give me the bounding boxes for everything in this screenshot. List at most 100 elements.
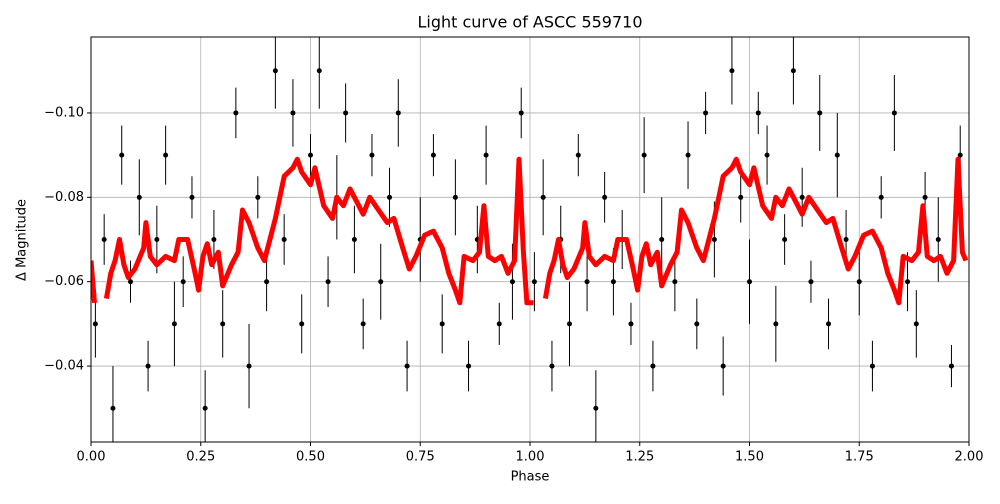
- x-axis-label: Phase: [511, 470, 550, 485]
- binned-curve: [91, 156, 969, 306]
- data-point: [145, 363, 151, 369]
- data-point: [549, 363, 555, 369]
- y-tick-label: −0.06: [44, 274, 84, 289]
- data-point: [659, 237, 665, 242]
- data-point: [483, 152, 489, 158]
- x-tick-label: 1.75: [845, 450, 874, 465]
- y-tick-label: −0.04: [44, 359, 84, 374]
- y-tick-label: −0.08: [44, 190, 84, 205]
- data-point: [496, 321, 502, 327]
- chart-title: Light curve of ASCC 559710: [417, 13, 642, 32]
- plot-area: [91, 37, 969, 442]
- x-tick-label: 1.50: [735, 450, 764, 465]
- y-tick-label: −0.10: [44, 105, 84, 120]
- data-point: [610, 279, 616, 285]
- data-point: [826, 321, 832, 327]
- data-point: [92, 321, 98, 327]
- data-point: [452, 194, 458, 200]
- ticks: 0.00 0.25 0.50 0.75 1.00 1.25 1.50 1.75 2.00 −0.1…: [44, 105, 983, 464]
- data-point: [834, 152, 840, 158]
- data-point: [747, 279, 752, 285]
- data-point: [650, 363, 656, 369]
- data-point: [540, 194, 546, 200]
- y-axis-label: Δ Magnitude: [15, 199, 30, 281]
- data-point: [602, 194, 608, 200]
- data-point: [518, 110, 524, 116]
- data-point: [325, 279, 331, 285]
- data-point: [672, 279, 678, 285]
- data-point: [729, 68, 735, 74]
- x-tick-label: 0.00: [77, 450, 106, 465]
- data-point: [891, 110, 897, 116]
- data-point: [430, 152, 436, 158]
- data-point: [773, 321, 779, 327]
- data-point: [764, 152, 770, 158]
- data-point: [369, 152, 375, 158]
- data-point: [755, 110, 761, 116]
- x-tick-label: 1.25: [625, 450, 654, 465]
- data-point: [466, 363, 472, 369]
- data-point: [264, 279, 270, 285]
- data-point: [790, 68, 796, 74]
- data-point: [233, 110, 239, 116]
- data-point: [110, 405, 116, 411]
- data-point: [869, 363, 875, 369]
- data-point: [905, 279, 911, 285]
- data-point: [119, 152, 125, 158]
- data-point: [136, 194, 142, 200]
- data-point: [531, 279, 537, 285]
- data-point: [220, 321, 226, 327]
- x-tick-label: 0.50: [296, 450, 325, 465]
- data-point: [171, 321, 177, 327]
- data-point: [799, 194, 805, 200]
- data-point: [808, 279, 814, 285]
- data-point: [575, 152, 581, 158]
- data-point: [290, 110, 296, 116]
- data-point: [703, 110, 709, 116]
- data-point: [593, 405, 599, 411]
- data-point: [404, 363, 410, 369]
- data-point: [509, 279, 515, 285]
- data-point: [299, 321, 305, 327]
- data-point: [720, 363, 726, 369]
- data-point: [395, 110, 401, 116]
- data-point: [567, 321, 573, 327]
- data-point: [308, 152, 313, 158]
- data-point: [584, 279, 590, 285]
- data-point: [180, 279, 186, 285]
- data-point: [711, 237, 717, 242]
- data-point: [202, 405, 208, 411]
- x-tick-label: 0.25: [186, 450, 215, 465]
- data-point: [957, 152, 963, 158]
- data-point: [255, 194, 261, 200]
- data-point: [628, 321, 634, 327]
- data-point: [817, 110, 823, 116]
- data-point: [154, 237, 160, 242]
- data-point: [343, 110, 349, 116]
- data-point: [738, 194, 744, 200]
- data-point: [878, 194, 884, 200]
- data-point: [128, 279, 134, 285]
- data-point: [378, 279, 384, 285]
- data-point: [685, 152, 691, 158]
- data-point: [211, 237, 217, 242]
- data-point: [101, 237, 107, 242]
- data-point: [246, 363, 252, 369]
- data-point: [387, 194, 393, 200]
- data-point: [360, 321, 366, 327]
- data-point: [856, 279, 862, 285]
- data-point: [782, 237, 788, 242]
- x-tick-label: 2.00: [955, 450, 984, 465]
- data-point: [694, 321, 700, 327]
- data-point: [935, 237, 941, 242]
- data-point: [641, 152, 647, 158]
- data-point: [913, 321, 919, 327]
- data-point: [351, 237, 357, 242]
- data-point: [316, 68, 322, 74]
- data-point: [843, 237, 849, 242]
- data-point: [163, 152, 169, 158]
- data-point: [189, 194, 195, 200]
- data-point: [922, 194, 928, 200]
